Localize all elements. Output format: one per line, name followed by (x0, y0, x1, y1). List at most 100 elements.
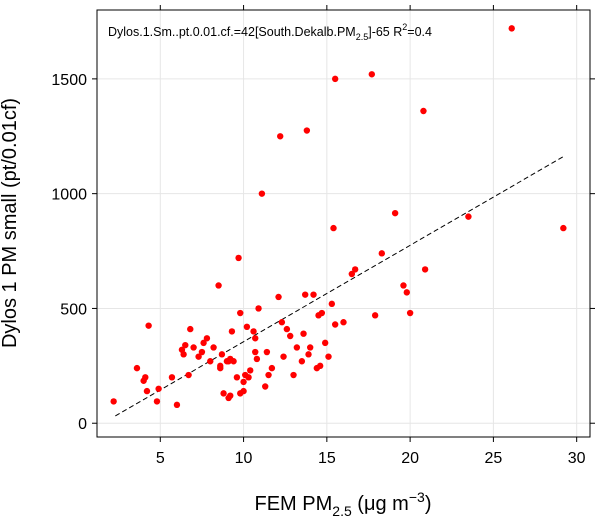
data-point (465, 213, 472, 220)
data-point (187, 325, 194, 333)
x-tick-label: 5 (156, 450, 165, 467)
data-point (287, 332, 294, 340)
data-point (253, 355, 261, 363)
data-point (293, 344, 301, 351)
y-tick-label: 0 (78, 416, 87, 433)
data-point (180, 351, 187, 358)
data-point (218, 351, 226, 358)
data-point (220, 390, 227, 397)
y-tick-label: 500 (60, 301, 87, 318)
data-point (318, 309, 326, 317)
data-point (400, 282, 407, 289)
data-point (378, 250, 386, 257)
data-point (143, 387, 151, 395)
data-point (330, 224, 337, 232)
data-point (198, 348, 206, 356)
data-point (215, 282, 222, 289)
data-point (316, 362, 324, 370)
x-axis-title: FEM PM2.5 (μg m−3) (255, 489, 432, 519)
data-point (230, 358, 237, 365)
regression-line (115, 156, 564, 417)
data-point (508, 25, 515, 32)
data-point (247, 367, 254, 374)
data-point (145, 322, 152, 329)
data-point (306, 344, 314, 351)
data-point (331, 75, 339, 83)
data-point (240, 387, 247, 395)
data-point (325, 353, 332, 360)
grid-lines (97, 10, 590, 437)
y-tick-label: 1000 (51, 187, 87, 204)
data-point (321, 339, 329, 347)
data-point (403, 289, 410, 296)
data-point (255, 305, 262, 312)
data-point (245, 374, 252, 381)
data-point (283, 325, 291, 333)
data-point (110, 398, 117, 405)
plot-frame (96, 9, 591, 438)
data-point (421, 266, 429, 273)
y-tick-label: 1500 (51, 72, 87, 89)
data-point (217, 362, 224, 370)
data-point (133, 364, 141, 372)
data-point (351, 266, 359, 273)
data-point (301, 291, 309, 298)
x-tick-label: 20 (401, 450, 419, 467)
data-point (340, 319, 347, 326)
data-points (110, 25, 567, 409)
data-point (263, 348, 271, 356)
x-tick-label: 30 (568, 450, 586, 467)
data-point (142, 374, 149, 381)
y-axis-title: Dylos 1 PM small (pt/0.01cf) (0, 98, 21, 348)
data-point (305, 351, 312, 358)
data-point (368, 71, 376, 78)
data-point (252, 348, 259, 356)
data-point (200, 339, 207, 347)
data-point (233, 374, 241, 381)
data-point (185, 371, 192, 379)
data-point (252, 335, 259, 342)
data-point (280, 353, 287, 360)
data-point (228, 328, 236, 335)
data-point (560, 224, 567, 232)
data-point (303, 127, 311, 134)
data-point (300, 330, 307, 337)
data-point (262, 383, 269, 390)
data-point (182, 341, 189, 349)
data-point (391, 209, 399, 217)
x-tick-label: 25 (485, 450, 503, 467)
data-point (237, 309, 244, 317)
data-point (168, 374, 176, 381)
data-point (227, 392, 234, 399)
data-point (240, 378, 247, 386)
data-point (371, 312, 379, 319)
data-point (406, 309, 414, 317)
data-point (265, 371, 272, 379)
data-point (207, 358, 214, 365)
data-point (277, 133, 284, 140)
data-point (153, 398, 161, 405)
data-point (155, 385, 162, 392)
data-point (310, 291, 317, 298)
data-point (235, 254, 242, 262)
data-point (258, 190, 266, 197)
data-point (210, 344, 217, 351)
x-tick-label: 10 (235, 450, 253, 467)
data-point (331, 321, 339, 328)
data-point (328, 300, 336, 308)
data-point (348, 270, 356, 278)
data-point (420, 107, 427, 115)
data-point (203, 335, 211, 342)
data-point (250, 328, 257, 335)
data-point (195, 353, 202, 360)
data-point (290, 371, 297, 379)
data-point (275, 293, 282, 301)
fit-line-layer (115, 156, 564, 417)
data-point (298, 358, 306, 365)
data-point (268, 364, 276, 372)
regression-annotation: Dylos.1.Sm..pt.0.01.cf.=42[South.Dekalb.… (108, 22, 432, 42)
x-tick-label: 15 (318, 450, 336, 467)
data-point (278, 319, 286, 326)
axis-ticks: 5 10 15 20 25 30 0 500 1000 1500 (51, 5, 595, 467)
